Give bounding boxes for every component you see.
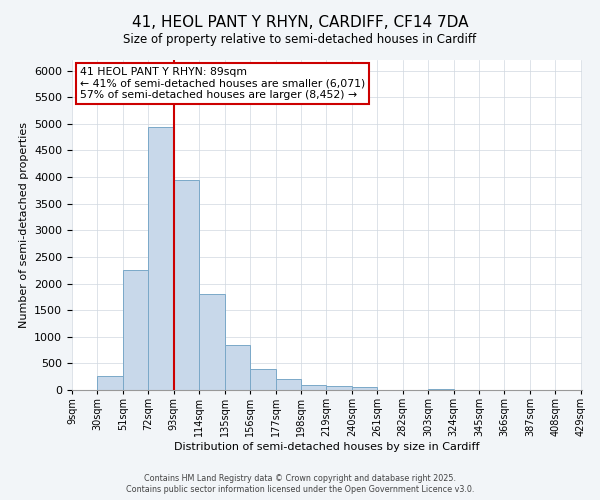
Text: 41 HEOL PANT Y RHYN: 89sqm
← 41% of semi-detached houses are smaller (6,071)
57%: 41 HEOL PANT Y RHYN: 89sqm ← 41% of semi… xyxy=(80,66,365,100)
Text: 41, HEOL PANT Y RHYN, CARDIFF, CF14 7DA: 41, HEOL PANT Y RHYN, CARDIFF, CF14 7DA xyxy=(132,15,468,30)
Bar xyxy=(174,180,199,390)
Bar xyxy=(275,379,301,390)
Bar xyxy=(352,387,377,390)
Bar xyxy=(301,384,326,390)
Bar xyxy=(123,270,148,390)
Bar xyxy=(97,376,123,390)
Text: Size of property relative to semi-detached houses in Cardiff: Size of property relative to semi-detach… xyxy=(124,32,476,46)
Bar xyxy=(224,345,250,390)
Bar xyxy=(326,386,352,390)
Y-axis label: Number of semi-detached properties: Number of semi-detached properties xyxy=(19,122,29,328)
Bar xyxy=(199,294,224,390)
X-axis label: Distribution of semi-detached houses by size in Cardiff: Distribution of semi-detached houses by … xyxy=(174,442,480,452)
Text: Contains HM Land Registry data © Crown copyright and database right 2025.
Contai: Contains HM Land Registry data © Crown c… xyxy=(126,474,474,494)
Bar xyxy=(250,369,275,390)
Bar xyxy=(148,126,174,390)
